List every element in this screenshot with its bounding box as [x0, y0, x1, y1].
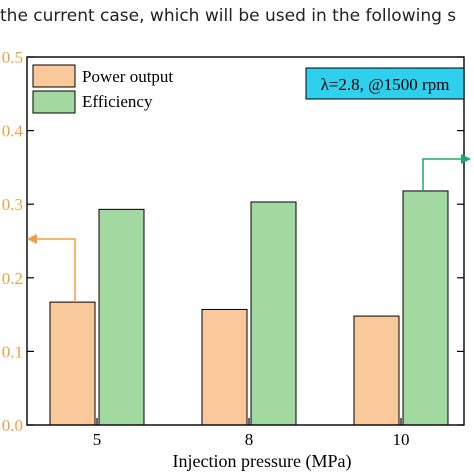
annotation-text: λ=2.8, @1500 rpm: [321, 75, 450, 94]
y-tick-label: 0.2: [2, 269, 23, 288]
y-tick-label: 0.1: [2, 342, 23, 361]
bar-efficiency-8: [250, 201, 297, 426]
annotation-box: [305, 67, 465, 100]
bar-power-10: [353, 315, 400, 426]
condition-annotation: λ=2.8, @1500 rpm: [305, 67, 465, 100]
y-tick-label: 0.3: [2, 195, 23, 214]
y-tick-label: 0.4: [2, 122, 24, 141]
x-tick-label: 10: [393, 430, 410, 449]
x-axis-label: Injection pressure (MPa): [173, 451, 352, 472]
y-tick-label: 0.0: [2, 416, 23, 435]
plot-frame: [26, 56, 465, 426]
y-tick-label: 0.5: [2, 48, 23, 67]
legend-label-efficiency: Efficiency: [82, 92, 153, 111]
x-tick-label: 8: [245, 430, 254, 449]
x-tick-label: 5: [93, 430, 102, 449]
legend-swatch-power: [32, 64, 76, 88]
bar-efficiency-10: [402, 190, 449, 426]
bar-power-5: [49, 301, 96, 426]
legend-label-power: Power output: [82, 67, 173, 86]
bar-efficiency-5: [98, 208, 145, 426]
right-axis-arrow-head: [461, 154, 471, 164]
left-axis-arrow-head: [27, 234, 37, 244]
caption-text: the current case, which will be used in …: [0, 6, 457, 26]
legend-swatch-efficiency: [32, 90, 76, 114]
bar-power-8: [201, 308, 248, 426]
legend: Power output Efficiency: [32, 64, 173, 114]
right-axis-arrow-line: [422, 158, 462, 191]
left-axis-arrow-line: [35, 238, 76, 302]
